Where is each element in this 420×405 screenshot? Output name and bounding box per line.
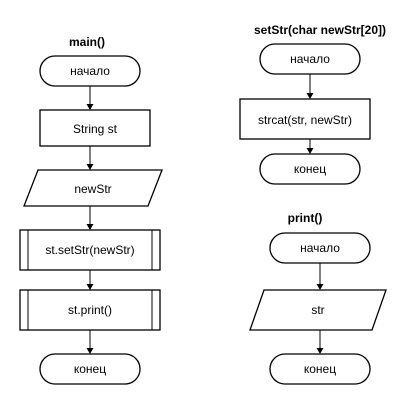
main-edge-4 [86,270,94,290]
main-end-label: конец [74,362,106,376]
setstr-process-label: strcat(str, newStr) [258,113,352,127]
flowchart-setstr: setStr(char newStr[20]) начало strcat(st… [239,23,386,185]
main-subroutine-print-node: st.print() [19,289,161,331]
flowchart-print: print() начало str конец [249,211,387,385]
setstr-start-node: начало [259,43,361,75]
setstr-process-node: strcat(str, newStr) [239,98,371,140]
setstr-end-label: конец [294,162,326,176]
print-title: print() [288,211,323,225]
main-end-node: конец [39,353,141,385]
main-process-label: String st [73,122,118,136]
main-io-node: newStr [23,169,163,207]
main-title: main() [69,35,105,49]
print-edge-2 [316,330,324,354]
setstr-edge-1 [306,74,314,99]
print-end-label: конец [304,362,336,376]
main-process-node: String st [39,109,151,147]
print-edge-1 [316,263,324,290]
main-edge-5 [86,330,94,354]
main-start-node: начало [39,55,141,87]
main-edge-1 [86,86,94,110]
main-subroutine-setstr-node: st.setStr(newStr) [19,229,161,271]
print-io-node: str [249,289,387,331]
setstr-title: setStr(char newStr[20]) [254,23,386,37]
print-start-label: начало [300,241,340,255]
flowchart-main: main() начало String st newStr [19,35,163,385]
main-io-label: newStr [74,182,111,196]
main-subroutine-setstr-label: st.setStr(newStr) [45,243,134,257]
setstr-end-node: конец [259,153,361,185]
setstr-edge-2 [306,139,314,154]
print-io-label: str [311,303,324,317]
print-end-node: конец [269,353,371,385]
main-edge-3 [86,206,94,230]
main-edge-2 [86,146,94,170]
main-subroutine-print-label: st.print() [68,303,112,317]
print-start-node: начало [269,232,371,264]
main-start-label: начало [70,64,110,78]
setstr-start-label: начало [290,52,330,66]
